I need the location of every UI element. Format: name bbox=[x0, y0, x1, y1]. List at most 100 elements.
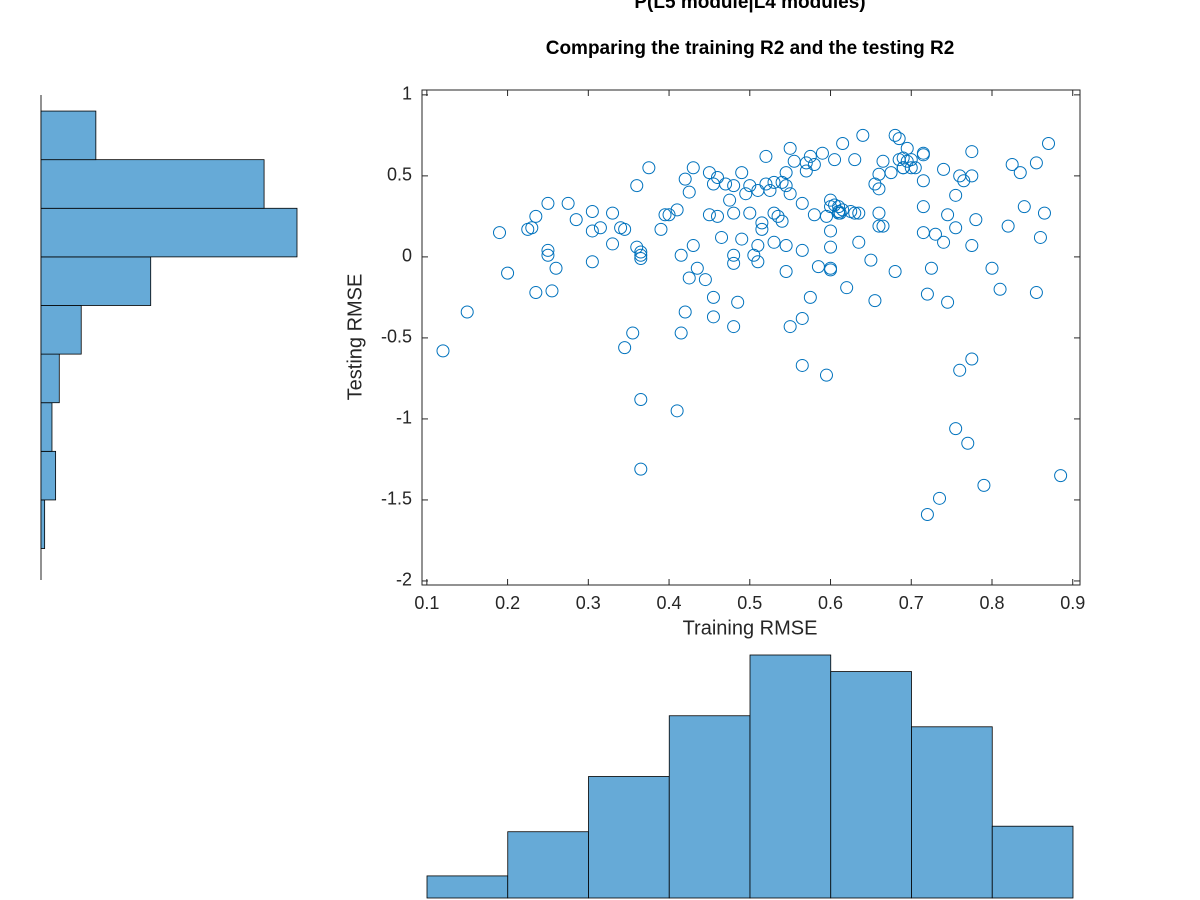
point bbox=[710, 209, 724, 223]
point bbox=[1013, 166, 1027, 180]
point bbox=[755, 222, 769, 236]
point bbox=[824, 263, 838, 277]
point bbox=[1054, 469, 1068, 483]
chart-subtitle: Comparing the training R2 and the testin… bbox=[546, 38, 955, 59]
point bbox=[710, 170, 724, 184]
point bbox=[727, 248, 741, 262]
point bbox=[848, 206, 862, 220]
point bbox=[868, 177, 882, 191]
point bbox=[795, 358, 809, 372]
point bbox=[924, 261, 938, 275]
point bbox=[892, 132, 906, 146]
point bbox=[529, 209, 543, 223]
bar bbox=[40, 305, 82, 355]
point bbox=[795, 243, 809, 257]
y-tick-label: 0 bbox=[402, 246, 412, 266]
point bbox=[799, 156, 813, 170]
point bbox=[872, 206, 886, 220]
point bbox=[1001, 219, 1015, 233]
point bbox=[541, 243, 555, 257]
point bbox=[803, 290, 817, 304]
point bbox=[767, 206, 781, 220]
point bbox=[634, 245, 648, 259]
point bbox=[678, 305, 692, 319]
x-tick-label: 0.9 bbox=[1060, 593, 1085, 613]
point bbox=[884, 166, 898, 180]
point bbox=[819, 368, 833, 382]
point bbox=[771, 209, 785, 223]
point bbox=[949, 422, 963, 436]
x-tick-label: 0.3 bbox=[576, 593, 601, 613]
point bbox=[900, 141, 914, 155]
point bbox=[775, 175, 789, 189]
point bbox=[545, 284, 559, 298]
point bbox=[662, 208, 676, 222]
point bbox=[593, 221, 607, 235]
point bbox=[727, 320, 741, 334]
bar bbox=[40, 353, 60, 404]
point bbox=[836, 136, 850, 150]
point bbox=[719, 177, 733, 191]
point bbox=[783, 187, 797, 201]
point bbox=[965, 352, 979, 366]
point bbox=[836, 203, 850, 217]
point bbox=[670, 203, 684, 217]
point bbox=[852, 206, 866, 220]
point bbox=[686, 239, 700, 253]
point bbox=[920, 508, 934, 522]
point bbox=[735, 166, 749, 180]
point bbox=[606, 206, 620, 220]
point bbox=[630, 240, 644, 254]
point bbox=[949, 221, 963, 235]
point bbox=[888, 128, 902, 142]
point bbox=[1029, 286, 1043, 300]
point bbox=[706, 290, 720, 304]
point bbox=[872, 167, 886, 181]
point bbox=[904, 161, 918, 175]
point bbox=[747, 248, 761, 262]
point bbox=[634, 248, 648, 262]
bar bbox=[749, 654, 832, 899]
point bbox=[606, 237, 620, 251]
point bbox=[743, 206, 757, 220]
y-tick-label: -1.5 bbox=[381, 489, 412, 509]
point bbox=[759, 177, 773, 191]
x-tick-label: 0.7 bbox=[899, 593, 924, 613]
point bbox=[941, 295, 955, 309]
point bbox=[642, 161, 656, 175]
point bbox=[585, 224, 599, 238]
point bbox=[783, 320, 797, 334]
point bbox=[682, 185, 696, 199]
point bbox=[674, 326, 688, 340]
point bbox=[969, 213, 983, 227]
point bbox=[783, 141, 797, 155]
point bbox=[763, 183, 777, 197]
bar bbox=[830, 671, 912, 899]
point bbox=[993, 282, 1007, 296]
point bbox=[618, 341, 632, 355]
point bbox=[585, 205, 599, 219]
point bbox=[985, 261, 999, 275]
point bbox=[634, 462, 648, 476]
point bbox=[824, 224, 838, 238]
point bbox=[799, 164, 813, 178]
point bbox=[824, 193, 838, 207]
point bbox=[529, 286, 543, 300]
point bbox=[807, 208, 821, 222]
point bbox=[803, 149, 817, 163]
point bbox=[743, 179, 757, 193]
y-tick-label: 1 bbox=[402, 84, 412, 104]
point bbox=[868, 294, 882, 308]
point bbox=[795, 311, 809, 325]
point bbox=[460, 305, 474, 319]
point bbox=[779, 166, 793, 180]
point bbox=[916, 174, 930, 188]
point bbox=[916, 200, 930, 214]
point bbox=[824, 240, 838, 254]
point bbox=[1042, 136, 1056, 150]
point bbox=[618, 222, 632, 236]
point bbox=[779, 239, 793, 253]
point bbox=[908, 161, 922, 175]
y-axis-label: Testing RMSE bbox=[344, 274, 366, 401]
x-axis-label: Training RMSE bbox=[683, 617, 818, 639]
